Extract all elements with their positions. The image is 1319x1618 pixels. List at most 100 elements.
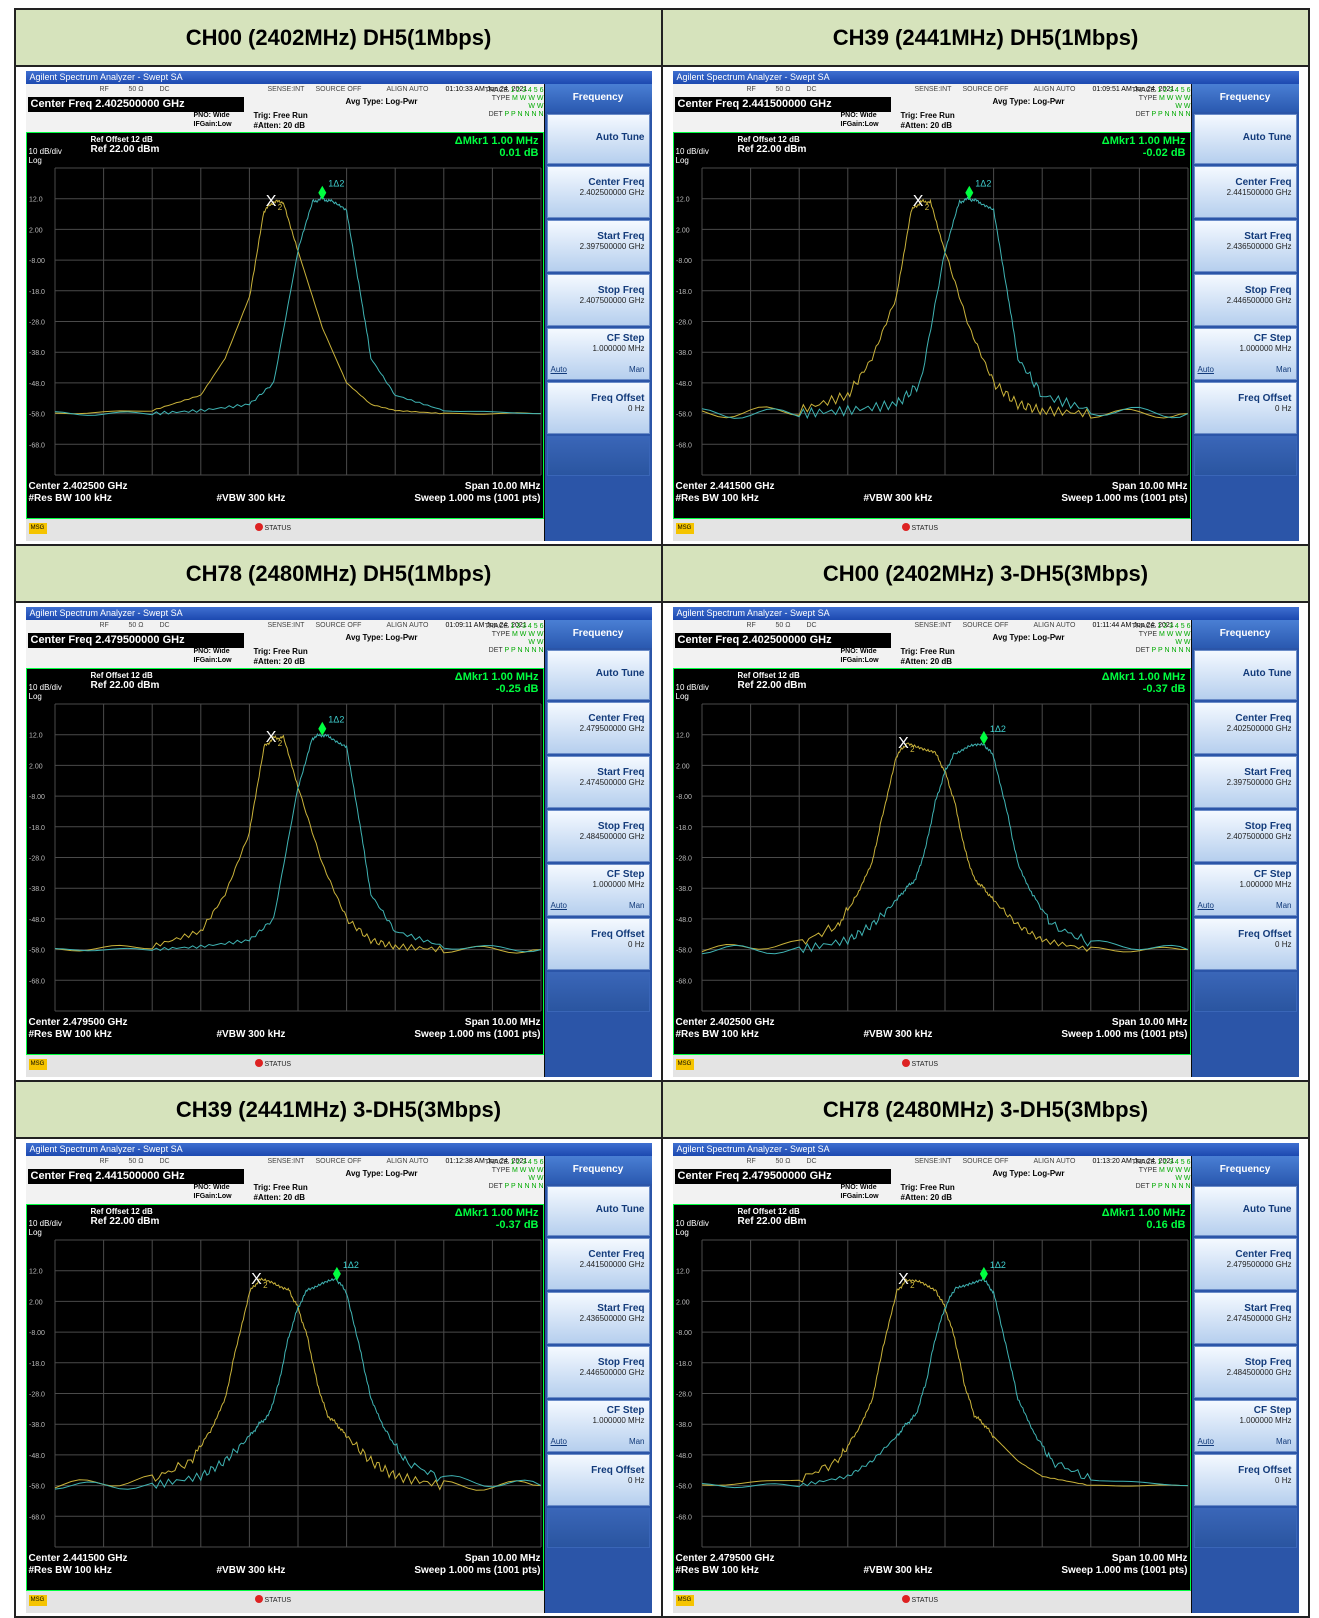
menu-title: Frequency <box>544 1156 652 1184</box>
center-freq-button[interactable]: Center Freq 2.441500000 GHz <box>1193 166 1297 218</box>
start-freq-button[interactable]: Start Freq 2.474500000 GHz <box>546 756 650 808</box>
center-freq-button[interactable]: Center Freq 2.479500000 GHz <box>546 702 650 754</box>
center-label: Center 2.441500 GHz <box>28 1553 128 1564</box>
avg-type: Avg Type: Log-Pwr <box>345 633 418 642</box>
trace-line-2 <box>701 742 1188 955</box>
auto-tune-button[interactable]: Auto Tune <box>1193 1186 1297 1236</box>
freq-offset-button[interactable]: Freq Offset 0 Hz <box>1193 1454 1297 1506</box>
stop-freq-button[interactable]: Stop Freq 2.446500000 GHz <box>546 1346 650 1398</box>
frequency-menu: Frequency Auto Tune Center Freq 2.4025000… <box>1191 620 1299 1077</box>
start-freq-button[interactable]: Start Freq 2.397500000 GHz <box>546 220 650 272</box>
center-label: Center 2.441500 GHz <box>675 481 775 492</box>
stop-freq-button[interactable]: Stop Freq 2.484500000 GHz <box>1193 1346 1297 1398</box>
menu-blank-key[interactable] <box>546 972 650 1012</box>
settings-bar: RF 50 Ω DC SENSE:INT SOURCE OFF ALIGN AU… <box>25 1156 544 1204</box>
pno-label: PNO: Wide <box>840 648 877 655</box>
cf-step-button[interactable]: CF Step 1.000000 MHz Auto Man <box>546 328 650 380</box>
menu-blank-key[interactable] <box>1193 972 1297 1012</box>
delta-marker-value: -0.37 dB <box>495 1219 539 1231</box>
menu-blank-key[interactable] <box>1193 1508 1297 1548</box>
cf-step-button[interactable]: CF Step 1.000000 MHz Auto Man <box>1193 1400 1297 1452</box>
marker-x: X <box>251 1271 262 1288</box>
marker-2-label: 2 <box>910 1281 915 1290</box>
start-freq-button[interactable]: Start Freq 2.397500000 GHz <box>1193 756 1297 808</box>
sweep-label: Sweep 1.000 ms (1001 pts) <box>414 493 541 504</box>
start-freq-button[interactable]: Start Freq 2.436500000 GHz <box>546 1292 650 1344</box>
y-tick-label: -8.00 <box>676 258 692 265</box>
trace-line-1 <box>54 199 541 415</box>
center-freq-button[interactable]: Center Freq 2.441500000 GHz <box>546 1238 650 1290</box>
cf-step-button[interactable]: CF Step 1.000000 MHz Auto Man <box>1193 864 1297 916</box>
freq-offset-button[interactable]: Freq Offset 0 Hz <box>546 918 650 970</box>
marker-x: X <box>265 193 276 210</box>
sense-label: SENSE:INT <box>267 1158 305 1165</box>
start-freq-button[interactable]: Start Freq 2.474500000 GHz <box>1193 1292 1297 1344</box>
y-tick-label: -38.0 <box>29 350 45 357</box>
y-tick-label: -48.0 <box>676 381 692 388</box>
auto-tune-button[interactable]: Auto Tune <box>546 114 650 164</box>
trace-svg: 12.0 2.00 -8.00 -18.0 -28.0 -38.0 -48.0 -58.0 -6… <box>29 167 541 476</box>
sweep-label: Sweep 1.000 ms (1001 pts) <box>1061 493 1188 504</box>
sweep-label: Sweep 1.000 ms (1001 pts) <box>414 1565 541 1576</box>
start-freq-button[interactable]: Start Freq 2.436500000 GHz <box>1193 220 1297 272</box>
coupling-label: DC <box>159 622 170 629</box>
freq-offset-button[interactable]: Freq Offset 0 Hz <box>1193 382 1297 434</box>
cf-step-button[interactable]: CF Step 1.000000 MHz Auto Man <box>1193 328 1297 380</box>
log-label: Log <box>28 1228 42 1237</box>
y-tick-label: 2.00 <box>29 763 43 770</box>
y-tick-label: -8.00 <box>29 1330 45 1337</box>
status-bar: MSG STATUS <box>25 1055 544 1077</box>
y-tick-label: -38.0 <box>29 1422 45 1429</box>
impedance-label: 50 Ω <box>775 1158 791 1165</box>
trace-svg: 12.0 2.00 -8.00 -18.0 -28.0 -38.0 -48.0 -58.0 -6… <box>29 1239 541 1548</box>
coupling-label: DC <box>806 622 817 629</box>
align-label: ALIGN AUTO <box>386 622 429 629</box>
coupling-label: DC <box>806 1158 817 1165</box>
status-indicator: STATUS <box>901 523 938 532</box>
auto-tune-button[interactable]: Auto Tune <box>546 650 650 700</box>
rf-label: RF <box>746 622 756 629</box>
span-label: Span 10.00 MHz <box>464 1017 541 1028</box>
status-bar: MSG STATUS <box>672 1591 1191 1613</box>
stop-freq-button[interactable]: Stop Freq 2.407500000 GHz <box>546 274 650 326</box>
freq-offset-button[interactable]: Freq Offset 0 Hz <box>546 382 650 434</box>
freq-offset-button[interactable]: Freq Offset 0 Hz <box>1193 918 1297 970</box>
marker-1d2-label: 1Δ2 <box>989 724 1005 734</box>
panel-title: CH39 (2441MHz) 3-DH5(3Mbps) <box>14 1080 663 1139</box>
cf-step-button[interactable]: CF Step 1.000000 MHz Auto Man <box>546 1400 650 1452</box>
stop-freq-button[interactable]: Stop Freq 2.446500000 GHz <box>1193 274 1297 326</box>
center-freq-button[interactable]: Center Freq 2.402500000 GHz <box>546 166 650 218</box>
menu-blank-key[interactable] <box>546 436 650 476</box>
y-tick-label: -28.0 <box>676 320 692 327</box>
impedance-label: 50 Ω <box>128 622 144 629</box>
y-tick-label: -18.0 <box>29 1361 45 1368</box>
msg-indicator: MSG <box>28 1059 47 1070</box>
freq-offset-button[interactable]: Freq Offset 0 Hz <box>546 1454 650 1506</box>
stop-freq-button[interactable]: Stop Freq 2.407500000 GHz <box>1193 810 1297 862</box>
trace-svg: 12.0 2.00 -8.00 -18.0 -28.0 -38.0 -48.0 -58.0 -6… <box>29 703 541 1012</box>
scale-label: 10 dB/div <box>28 683 62 692</box>
y-tick-label: -68.0 <box>29 1514 45 1521</box>
res-bw-label: #Res BW 100 kHz <box>28 493 112 504</box>
stop-freq-button[interactable]: Stop Freq 2.484500000 GHz <box>546 810 650 862</box>
y-tick-label: -18.0 <box>676 1361 692 1368</box>
menu-blank-key[interactable] <box>1193 436 1297 476</box>
marker-1d2-label: 1Δ2 <box>328 715 344 725</box>
settings-bar: RF 50 Ω DC SENSE:INT SOURCE OFF ALIGN AU… <box>672 1156 1191 1204</box>
cf-step-button[interactable]: CF Step 1.000000 MHz Auto Man <box>546 864 650 916</box>
center-freq-button[interactable]: Center Freq 2.479500000 GHz <box>1193 1238 1297 1290</box>
center-label: Center 2.479500 GHz <box>28 1017 128 1028</box>
y-tick-label: 12.0 <box>676 1269 690 1276</box>
ref-offset: Ref Offset 12 dB <box>90 135 153 144</box>
auto-tune-button[interactable]: Auto Tune <box>1193 114 1297 164</box>
scale-label: 10 dB/div <box>675 1219 709 1228</box>
center-freq-button[interactable]: Center Freq 2.402500000 GHz <box>1193 702 1297 754</box>
auto-tune-button[interactable]: Auto Tune <box>546 1186 650 1236</box>
status-bar: MSG STATUS <box>672 519 1191 541</box>
y-tick-label: -68.0 <box>29 442 45 449</box>
auto-tune-button[interactable]: Auto Tune <box>1193 650 1297 700</box>
frequency-menu: Frequency Auto Tune Center Freq 2.4795000… <box>1191 1156 1299 1613</box>
ref-level: Ref 22.00 dBm <box>737 680 807 691</box>
menu-blank-key[interactable] <box>546 1508 650 1548</box>
delta-marker-value: 0.16 dB <box>1146 1219 1186 1231</box>
